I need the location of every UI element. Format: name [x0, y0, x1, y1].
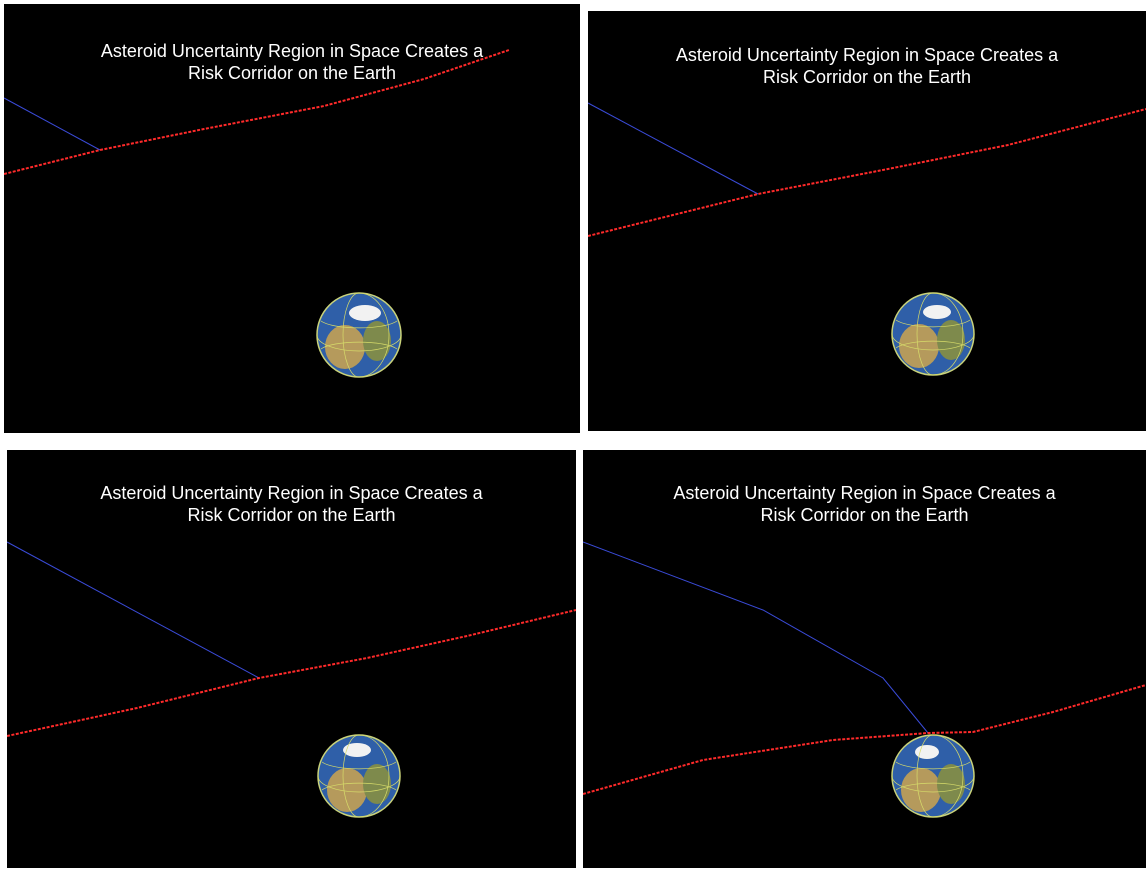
caption: Asteroid Uncertainty Region in Space Cre… [4, 40, 580, 84]
caption-line-2: Risk Corridor on the Earth [762, 67, 972, 87]
caption-line-2: Risk Corridor on the Earth [760, 505, 969, 525]
caption-line-2: Risk Corridor on the Earth [187, 505, 396, 525]
scene-4 [583, 541, 1146, 818]
scene-1 [4, 49, 510, 378]
uncertainty-corridor [583, 684, 1146, 795]
caption: Asteroid Uncertainty Region in Space Cre… [7, 482, 576, 526]
caption-line-1: Asteroid Uncertainty Region in Space Cre… [673, 483, 1056, 503]
orbit-line [4, 97, 101, 151]
earth-globe [317, 734, 401, 818]
caption: Asteroid Uncertainty Region in Space Cre… [583, 482, 1146, 526]
uncertainty-corridor [4, 49, 510, 175]
uncertainty-corridor [7, 609, 576, 737]
scene-2 [588, 102, 1146, 376]
earth-globe [316, 292, 402, 378]
caption-line-1: Asteroid Uncertainty Region in Space Cre… [675, 45, 1059, 65]
orbit-line [588, 102, 759, 195]
earth-globe [891, 292, 975, 376]
caption-line-2: Risk Corridor on the Earth [187, 63, 397, 83]
panel-4: Asteroid Uncertainty Region in Space Cre… [583, 450, 1146, 868]
caption-line-1: Asteroid Uncertainty Region in Space Cre… [100, 41, 484, 61]
panel-3: Asteroid Uncertainty Region in Space Cre… [7, 450, 576, 868]
panel-2: Asteroid Uncertainty Region in Space Cre… [588, 11, 1146, 431]
caption: Asteroid Uncertainty Region in Space Cre… [588, 44, 1146, 88]
scene-3 [7, 541, 576, 818]
orbit-line [7, 541, 260, 679]
panel-1: Asteroid Uncertainty Region in Space Cre… [4, 4, 580, 433]
uncertainty-corridor [588, 108, 1146, 237]
orbit-line [583, 541, 929, 734]
caption-line-1: Asteroid Uncertainty Region in Space Cre… [100, 483, 483, 503]
earth-globe [891, 734, 975, 818]
